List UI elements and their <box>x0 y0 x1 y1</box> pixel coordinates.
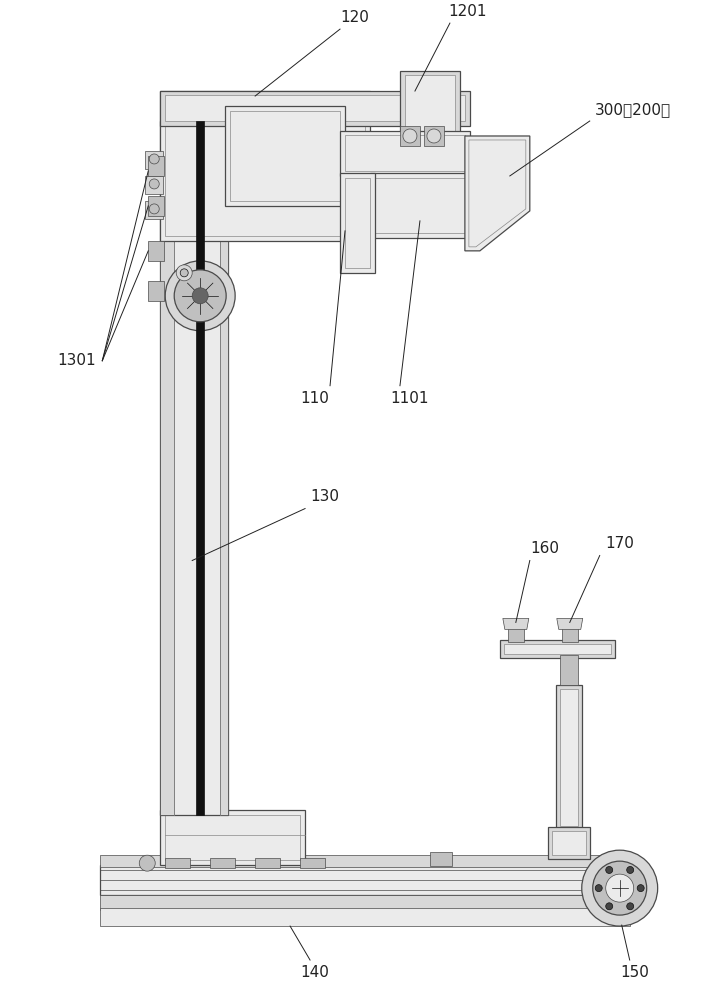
Text: 130: 130 <box>311 489 340 504</box>
Text: 1201: 1201 <box>449 4 487 19</box>
Bar <box>160 810 305 865</box>
Bar <box>499 640 615 658</box>
Bar <box>160 91 470 126</box>
Polygon shape <box>465 136 530 251</box>
Bar <box>230 111 340 201</box>
Bar <box>345 178 370 268</box>
Bar <box>166 858 190 868</box>
Bar <box>145 201 163 219</box>
Bar <box>562 628 578 642</box>
Bar <box>100 865 629 895</box>
Circle shape <box>166 261 235 331</box>
Text: 140: 140 <box>301 965 330 980</box>
Bar <box>507 628 524 642</box>
Polygon shape <box>503 618 529 629</box>
Bar <box>560 655 578 685</box>
Circle shape <box>627 903 634 910</box>
Circle shape <box>150 204 159 214</box>
Bar <box>148 196 164 216</box>
Circle shape <box>150 179 159 189</box>
Circle shape <box>595 885 603 892</box>
Bar <box>100 908 629 926</box>
Bar <box>548 827 590 859</box>
Bar <box>148 156 164 176</box>
Text: 110: 110 <box>301 391 330 406</box>
Text: 1301: 1301 <box>57 353 97 368</box>
Bar <box>430 852 452 866</box>
Bar <box>160 121 174 815</box>
Bar <box>424 126 444 146</box>
Bar <box>166 815 300 860</box>
Bar <box>552 831 586 855</box>
Text: 1101: 1101 <box>391 391 429 406</box>
Bar <box>148 281 164 301</box>
Bar <box>145 176 163 194</box>
Circle shape <box>174 270 227 322</box>
Bar <box>504 644 611 654</box>
Bar <box>148 241 164 261</box>
Bar <box>145 151 163 169</box>
Circle shape <box>427 129 441 143</box>
Bar <box>225 106 345 206</box>
Circle shape <box>139 855 155 871</box>
Circle shape <box>180 269 188 277</box>
Text: 150: 150 <box>620 965 649 980</box>
Circle shape <box>150 154 159 164</box>
Bar <box>400 71 460 171</box>
Circle shape <box>192 288 208 304</box>
Circle shape <box>592 861 647 915</box>
Bar <box>220 121 228 815</box>
Circle shape <box>637 885 644 892</box>
Circle shape <box>176 265 192 281</box>
Bar <box>210 858 235 868</box>
Bar <box>340 131 470 176</box>
Text: 170: 170 <box>605 536 634 551</box>
Text: 160: 160 <box>530 541 559 556</box>
Bar <box>556 685 582 830</box>
Bar <box>340 173 375 273</box>
Bar <box>166 96 365 236</box>
Bar <box>255 858 280 868</box>
Polygon shape <box>557 618 583 629</box>
Circle shape <box>582 850 658 926</box>
Bar <box>400 126 420 146</box>
Circle shape <box>403 129 417 143</box>
Circle shape <box>605 903 613 910</box>
Bar <box>196 121 204 815</box>
Bar <box>166 95 465 121</box>
Circle shape <box>605 874 634 902</box>
Bar <box>300 858 325 868</box>
Text: 300〈200〉: 300〈200〉 <box>595 102 671 117</box>
Circle shape <box>627 866 634 873</box>
Bar <box>160 91 370 241</box>
Bar <box>345 135 465 171</box>
Circle shape <box>605 866 613 873</box>
Bar <box>560 689 578 826</box>
Polygon shape <box>469 140 526 247</box>
Bar <box>375 178 465 233</box>
Bar <box>405 75 455 165</box>
Bar <box>100 895 629 910</box>
Bar <box>160 121 228 815</box>
Bar <box>370 173 470 238</box>
Bar <box>100 855 629 867</box>
Text: 120: 120 <box>340 10 370 25</box>
